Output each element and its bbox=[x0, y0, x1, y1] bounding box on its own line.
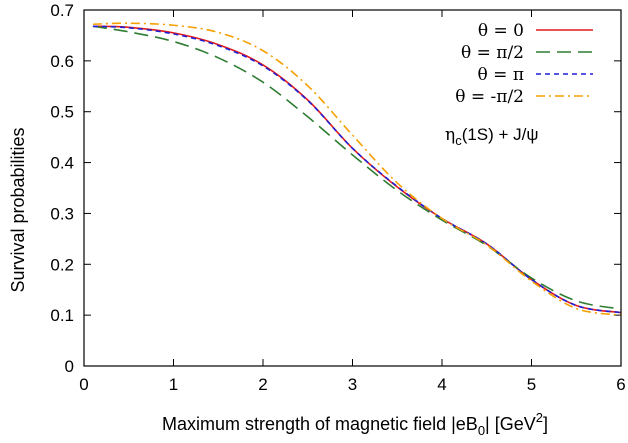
series-line-3 bbox=[92, 22, 622, 316]
x-tick-label: 1 bbox=[169, 375, 178, 394]
y-tick-label: 0.6 bbox=[50, 52, 74, 71]
x-axis-label-end: ] bbox=[543, 414, 548, 434]
series-line-0 bbox=[92, 25, 622, 314]
y-tick-label: 0.7 bbox=[50, 1, 74, 20]
x-axis-label-subscript: 0 bbox=[478, 423, 485, 438]
y-tick-label: 0 bbox=[65, 357, 74, 376]
y-tick-label: 0.2 bbox=[50, 255, 74, 274]
x-axis-label: Maximum strength of magnetic field |eB0|… bbox=[162, 410, 548, 438]
x-tick-label: 0 bbox=[79, 375, 88, 394]
legend-label-1: θ = π/2 bbox=[461, 43, 524, 63]
y-tick-label: 0.1 bbox=[50, 306, 74, 325]
series-group bbox=[92, 22, 622, 316]
legend-label-2: θ = π bbox=[478, 65, 524, 85]
series-line-1 bbox=[92, 25, 622, 310]
annotation-subscript: c bbox=[455, 133, 462, 148]
x-axis-label-main: Maximum strength of magnetic field |eB bbox=[162, 414, 478, 434]
x-tick-label: 2 bbox=[258, 375, 267, 394]
y-tick-label: 0.3 bbox=[50, 204, 74, 223]
y-tick-label: 0.4 bbox=[50, 154, 74, 173]
x-axis-label-superscript: 2 bbox=[536, 410, 543, 425]
legend-label-3: θ = -π/2 bbox=[455, 87, 524, 107]
tick-group: 0 1 2 3 4 5 6 0 0.1 0.2 0.3 0.4 0.5 0.6 0.7 bbox=[50, 1, 625, 394]
x-tick-label: 6 bbox=[616, 375, 625, 394]
series-line-2 bbox=[92, 25, 622, 314]
x-tick-label: 5 bbox=[527, 375, 536, 394]
legend-label-0: θ = 0 bbox=[478, 21, 524, 41]
y-axis-label: Survival probabilities bbox=[8, 127, 28, 292]
x-tick-label: 4 bbox=[437, 375, 446, 394]
x-axis-label-middle: | [GeV bbox=[485, 414, 536, 434]
plot-frame bbox=[83, 9, 622, 367]
legend: θ = 0θ = π/2θ = πθ = -π/2 bbox=[455, 21, 593, 107]
process-annotation: ηc(1S) + J/ψ bbox=[445, 125, 539, 148]
y-tick-label: 0.5 bbox=[50, 103, 74, 122]
annotation-tail: (1S) + J/ψ bbox=[462, 125, 539, 144]
x-tick-label: 3 bbox=[348, 375, 357, 394]
annotation-eta: η bbox=[445, 125, 455, 145]
